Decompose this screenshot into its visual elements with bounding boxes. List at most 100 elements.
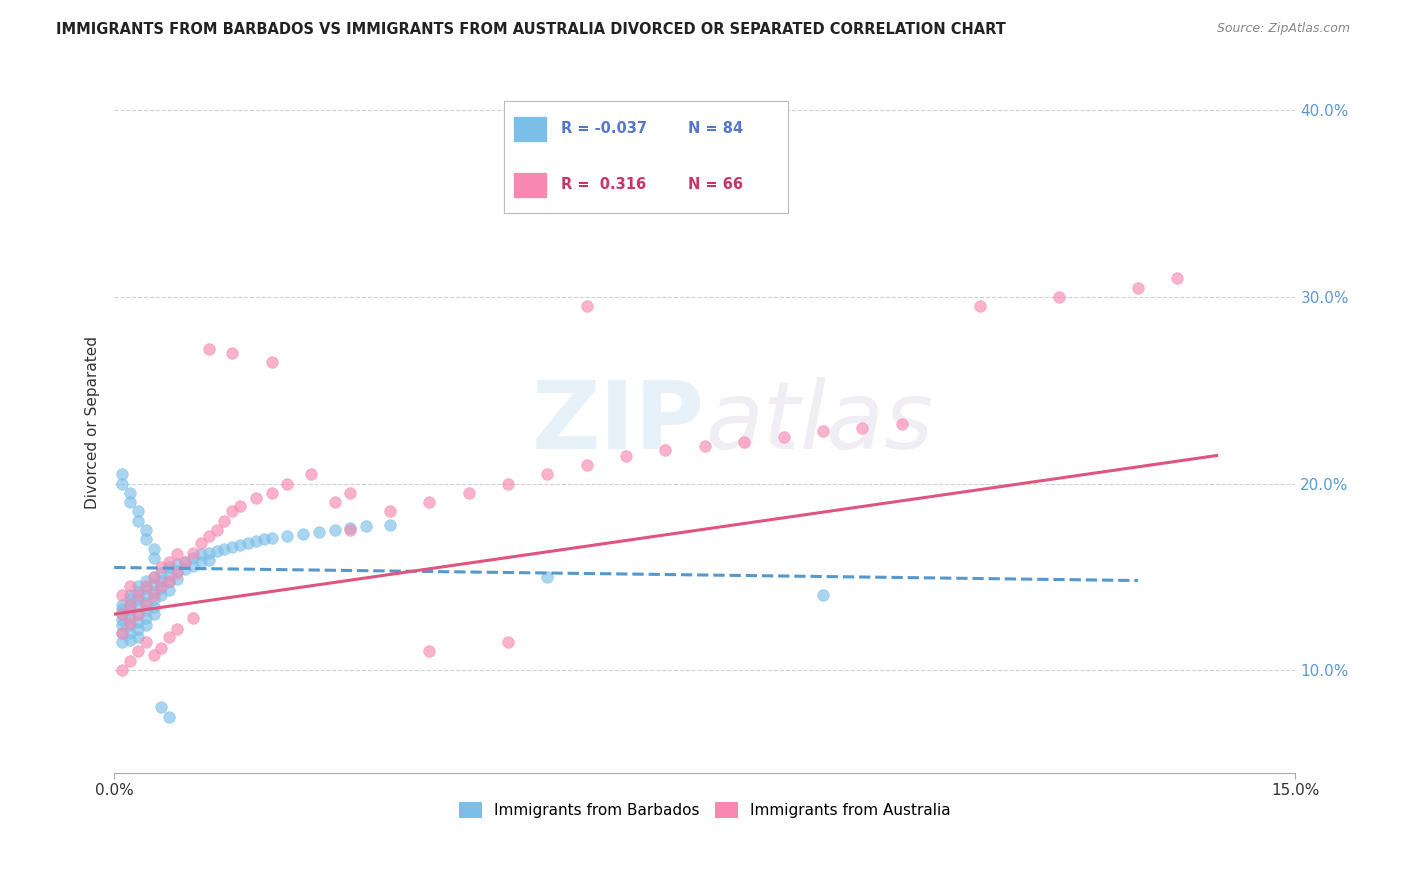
Point	[166, 566, 188, 580]
Point	[245, 534, 267, 549]
Point	[111, 635, 134, 649]
Point	[214, 541, 236, 556]
Point	[292, 527, 315, 541]
Point	[378, 517, 401, 532]
Point	[197, 553, 219, 567]
Point	[127, 504, 149, 518]
Point	[135, 581, 157, 595]
Point	[118, 579, 141, 593]
Point	[575, 299, 598, 313]
Point	[135, 611, 157, 625]
Point	[157, 574, 180, 588]
Point	[811, 424, 834, 438]
Point	[135, 596, 157, 610]
Point	[354, 519, 377, 533]
Point	[142, 577, 165, 591]
Point	[127, 630, 149, 644]
Point	[221, 346, 243, 360]
Point	[253, 533, 276, 547]
Point	[811, 589, 834, 603]
Point	[260, 355, 283, 369]
Point	[127, 607, 149, 621]
Point	[197, 529, 219, 543]
Point	[142, 599, 165, 614]
Text: IMMIGRANTS FROM BARBADOS VS IMMIGRANTS FROM AUSTRALIA DIVORCED OR SEPARATED CORR: IMMIGRANTS FROM BARBADOS VS IMMIGRANTS F…	[56, 22, 1007, 37]
Point	[276, 476, 298, 491]
Point	[418, 644, 440, 658]
Point	[166, 622, 188, 636]
Point	[181, 611, 204, 625]
Point	[1166, 271, 1188, 285]
Point	[496, 635, 519, 649]
Point	[157, 568, 180, 582]
Point	[111, 625, 134, 640]
Point	[323, 495, 346, 509]
Point	[150, 589, 173, 603]
Point	[536, 467, 558, 482]
Point	[111, 618, 134, 632]
Point	[190, 555, 212, 569]
Point	[135, 635, 157, 649]
Point	[174, 562, 197, 576]
Point	[772, 430, 794, 444]
Text: ZIP: ZIP	[531, 376, 704, 469]
Point	[229, 538, 252, 552]
Point	[118, 618, 141, 632]
Point	[142, 541, 165, 556]
Point	[166, 564, 188, 578]
Point	[150, 579, 173, 593]
Point	[1047, 290, 1070, 304]
Point	[236, 536, 259, 550]
Point	[181, 551, 204, 566]
Point	[127, 592, 149, 607]
Point	[614, 449, 637, 463]
Point	[127, 615, 149, 629]
Point	[142, 570, 165, 584]
Point	[536, 570, 558, 584]
Legend: Immigrants from Barbados, Immigrants from Australia: Immigrants from Barbados, Immigrants fro…	[453, 797, 956, 824]
Point	[221, 504, 243, 518]
Point	[127, 579, 149, 593]
Point	[733, 435, 755, 450]
Point	[418, 495, 440, 509]
Point	[118, 611, 141, 625]
Point	[157, 710, 180, 724]
Point	[135, 574, 157, 588]
Point	[111, 663, 134, 677]
Point	[457, 486, 479, 500]
Point	[118, 633, 141, 648]
Point	[181, 545, 204, 559]
Point	[118, 592, 141, 607]
Point	[221, 540, 243, 554]
Point	[378, 504, 401, 518]
Point	[135, 618, 157, 632]
Point	[299, 467, 322, 482]
Point	[693, 439, 716, 453]
Text: Source: ZipAtlas.com: Source: ZipAtlas.com	[1216, 22, 1350, 36]
Point	[127, 584, 149, 599]
Point	[127, 589, 149, 603]
Point	[197, 342, 219, 356]
Point	[111, 476, 134, 491]
Point	[135, 598, 157, 612]
Point	[150, 574, 173, 588]
Point	[142, 551, 165, 566]
Point	[205, 523, 228, 537]
Point	[111, 601, 134, 615]
Point	[339, 486, 361, 500]
Point	[150, 581, 173, 595]
Point	[111, 625, 134, 640]
Point	[150, 700, 173, 714]
Point	[127, 607, 149, 621]
Point	[174, 555, 197, 569]
Point	[654, 442, 676, 457]
Point	[111, 598, 134, 612]
Point	[118, 589, 141, 603]
Point	[157, 582, 180, 597]
Point	[118, 603, 141, 617]
Point	[150, 640, 173, 655]
Point	[157, 560, 180, 574]
Point	[118, 486, 141, 500]
Point	[157, 630, 180, 644]
Point	[339, 521, 361, 535]
